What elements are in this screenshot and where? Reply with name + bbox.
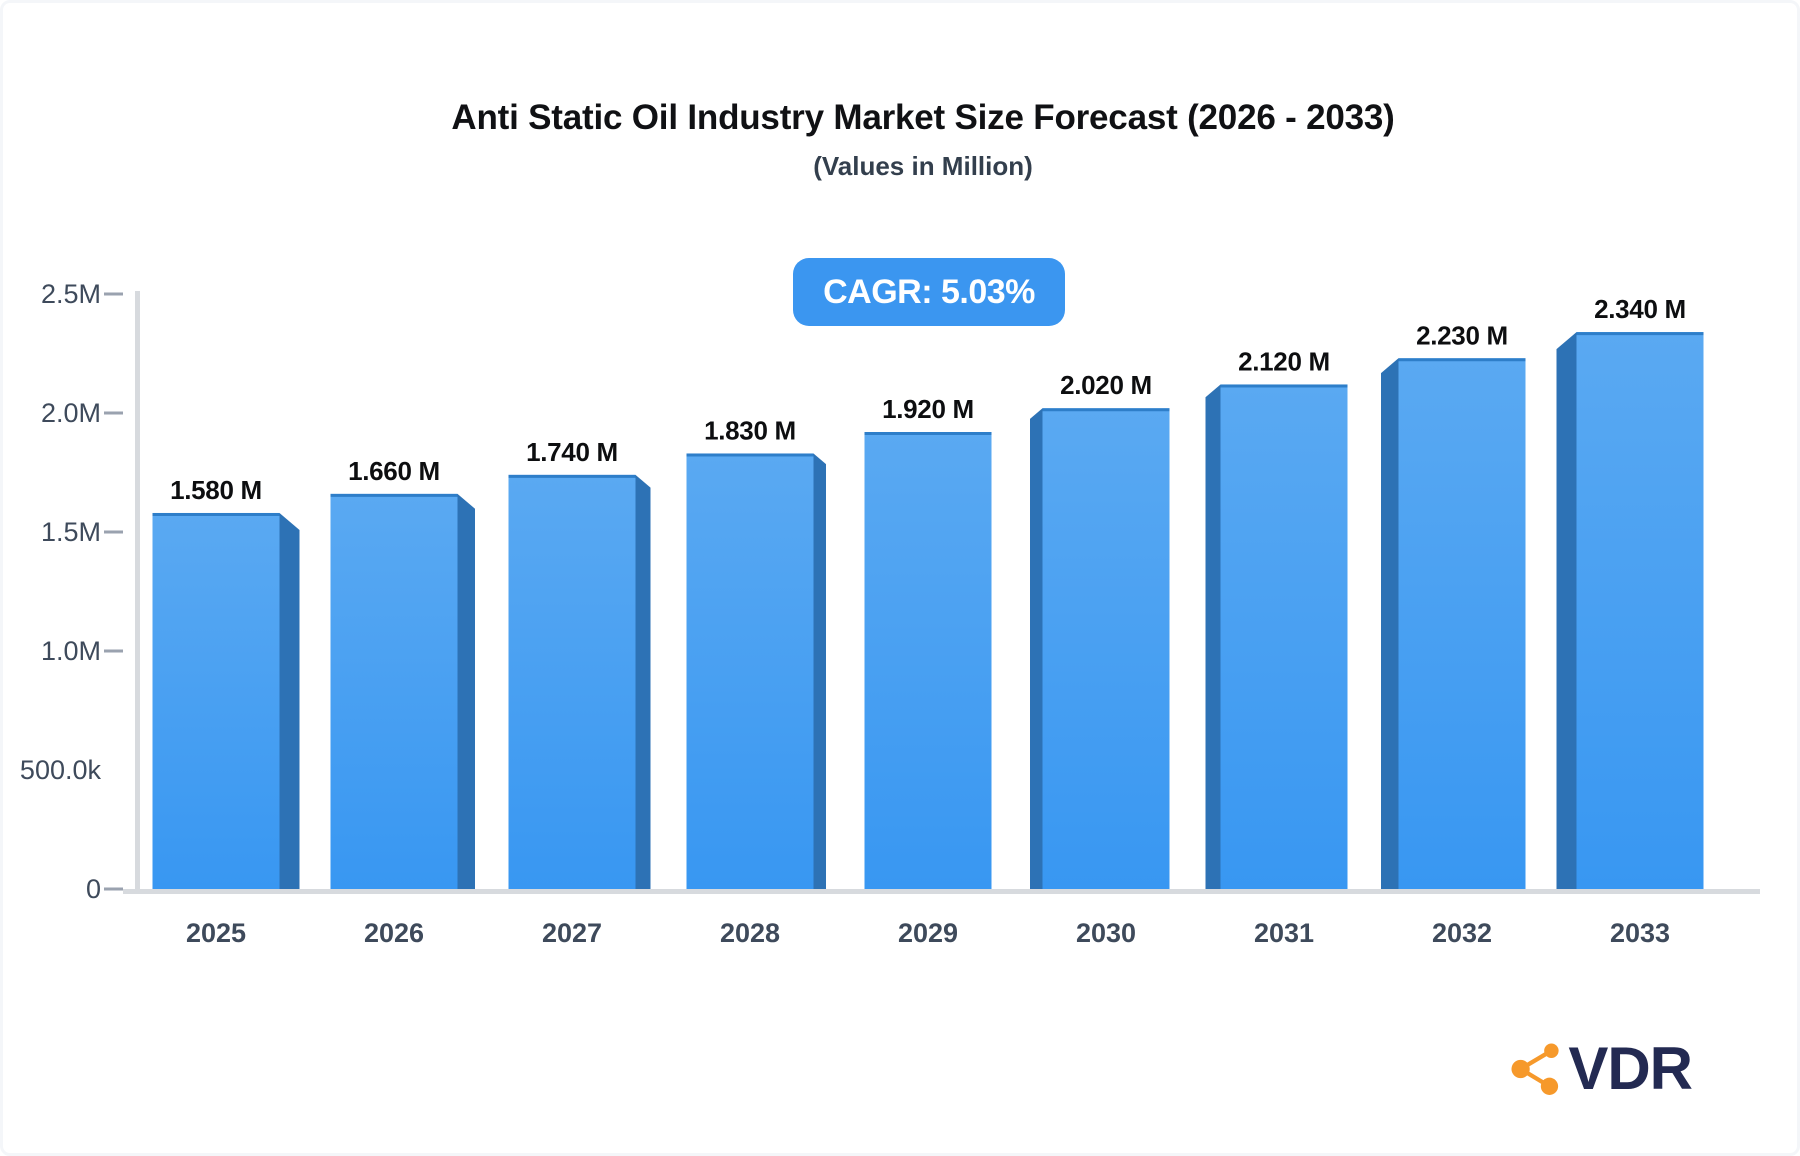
bar-side xyxy=(279,512,300,889)
bar-side xyxy=(1556,332,1577,890)
chart-subtitle: (Values in Million) xyxy=(813,151,1033,181)
bar-value-label: 1.830 M xyxy=(704,415,796,445)
y-axis-tick xyxy=(104,530,123,534)
y-axis-tick xyxy=(104,887,123,891)
chart-canvas: 0 500.0k 1.0M 1.5M 2.0M 2.5M 1.580 M 2025 1.660 … xyxy=(20,279,1760,948)
bar-value-label: 1.740 M xyxy=(526,437,618,467)
y-axis-line xyxy=(135,291,140,894)
x-axis-label: 2025 xyxy=(186,918,246,948)
bar xyxy=(1220,384,1348,889)
x-axis-label: 2031 xyxy=(1254,918,1314,948)
chart-title: Anti Static Oil Industry Market Size For… xyxy=(451,98,1395,137)
bar-side xyxy=(813,453,826,889)
bar-side xyxy=(1381,358,1399,889)
y-axis-tick xyxy=(104,649,123,653)
bar-value-label: 2.230 M xyxy=(1416,320,1508,350)
y-axis-label: 1.0M xyxy=(41,636,101,666)
y-axis-label: 2.5M xyxy=(41,279,101,309)
bar xyxy=(330,493,458,889)
bar xyxy=(1042,408,1170,889)
bar xyxy=(1576,332,1704,890)
bar-side xyxy=(1030,408,1043,889)
bar-value-label: 1.660 M xyxy=(348,456,440,486)
bar-value-label: 2.120 M xyxy=(1238,346,1330,376)
y-axis-label: 500.0k xyxy=(20,755,102,785)
share-network-icon xyxy=(1511,1043,1559,1095)
chart-header: Anti Static Oil Industry Market Size For… xyxy=(43,97,1797,181)
y-axis-label: 0 xyxy=(86,874,101,904)
x-axis-label: 2027 xyxy=(542,918,602,948)
bar xyxy=(1398,358,1526,889)
bar xyxy=(686,453,814,889)
bar-value-label: 2.020 M xyxy=(1060,370,1152,400)
y-axis-tick xyxy=(104,411,123,415)
y-axis-tick xyxy=(104,292,123,296)
x-axis-label: 2026 xyxy=(364,918,424,948)
x-axis-line xyxy=(123,889,1760,894)
x-axis-label: 2033 xyxy=(1610,918,1670,948)
bar xyxy=(508,474,636,889)
bar-side xyxy=(635,474,651,889)
vdr-logo: VDR xyxy=(1511,1034,1693,1103)
x-axis-label: 2032 xyxy=(1432,918,1492,948)
x-axis-label: 2028 xyxy=(720,918,780,948)
bar-side xyxy=(1205,384,1221,889)
bar-value-label: 2.340 M xyxy=(1594,294,1686,324)
bar xyxy=(864,432,992,889)
bar-value-label: 1.920 M xyxy=(882,394,974,424)
bar-side xyxy=(457,493,475,889)
y-axis-label: 1.5M xyxy=(41,517,101,547)
bar xyxy=(152,512,280,889)
x-axis-label: 2030 xyxy=(1076,918,1136,948)
y-axis-label: 2.0M xyxy=(41,398,101,428)
cagr-badge: CAGR: 5.03% xyxy=(793,258,1065,326)
logo-text: VDR xyxy=(1568,1035,1693,1102)
x-axis-label: 2029 xyxy=(898,918,958,948)
bar-value-label: 1.580 M xyxy=(170,475,262,505)
